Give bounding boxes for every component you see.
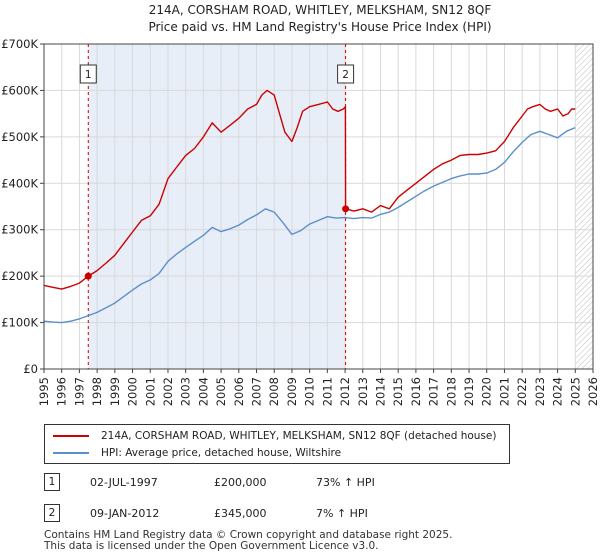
forecast-hatch <box>575 44 593 369</box>
y-tick-label: £100K <box>1 316 38 330</box>
y-tick-label: £700K <box>1 37 38 51</box>
transaction-price: £200,000 <box>214 476 267 489</box>
x-tick-label: 2001 <box>143 377 157 406</box>
price-chart: 214A, CORSHAM ROAD, WHITLEY, MELKSHAM, S… <box>1 3 600 406</box>
x-tick-label: 2002 <box>161 377 175 406</box>
sale-point <box>342 205 350 213</box>
y-tick-label: £600K <box>1 83 38 97</box>
x-tick-label: 2020 <box>480 377 494 406</box>
transaction-row: 1 02-JUL-1997 £200,000 73% ↑ HPI <box>44 473 564 493</box>
x-tick-label: 2014 <box>373 377 387 406</box>
legend-swatch-hpi <box>53 452 89 454</box>
x-tick-label: 2008 <box>267 377 281 406</box>
sale-period-band <box>88 44 346 369</box>
x-tick-label: 2016 <box>409 377 423 406</box>
transaction-row: 2 09-JAN-2012 £345,000 7% ↑ HPI <box>44 504 564 524</box>
x-tick-label: 2022 <box>515 377 529 406</box>
sale-marker-box <box>337 64 355 84</box>
transaction-hpi-change: 73% ↑ HPI <box>316 476 375 489</box>
chart-subtitle: Price paid vs. HM Land Registry's House … <box>148 20 491 34</box>
y-tick-label: £400K <box>1 176 38 190</box>
transaction-price: £345,000 <box>214 507 267 520</box>
legend-swatch-price-paid <box>53 435 89 437</box>
series-line-hpi <box>43 126 576 324</box>
transaction-date: 02-JUL-1997 <box>90 476 158 489</box>
footer-line: Contains HM Land Registry data © Crown c… <box>44 529 453 541</box>
x-tick-label: 2019 <box>462 377 476 406</box>
x-tick-label: 2015 <box>391 377 405 406</box>
legend: 214A, CORSHAM ROAD, WHITLEY, MELKSHAM, S… <box>44 424 510 464</box>
transaction-date: 09-JAN-2012 <box>90 507 160 520</box>
x-tick-label: 2009 <box>285 377 299 406</box>
x-tick-label: 2018 <box>444 377 458 406</box>
series-line-price-paid <box>43 89 576 290</box>
x-tick-label: 2013 <box>356 377 370 406</box>
plot-frame <box>43 43 594 370</box>
x-tick-label: 2012 <box>338 377 352 406</box>
x-tick-label: 2010 <box>303 377 317 406</box>
legend-item-price-paid: 214A, CORSHAM ROAD, WHITLEY, MELKSHAM, S… <box>53 428 496 444</box>
sale-marker-box <box>79 64 97 84</box>
x-tick-label: 2026 <box>586 377 600 406</box>
y-tick-label: £0 <box>23 362 38 376</box>
chart-title: 214A, CORSHAM ROAD, WHITLEY, MELKSHAM, S… <box>149 3 492 17</box>
x-tick-label: 2011 <box>320 377 334 406</box>
footer-line: This data is licensed under the Open Gov… <box>44 540 379 552</box>
x-tick-label: 1997 <box>72 377 86 406</box>
y-tick-label: £200K <box>1 269 38 283</box>
x-tick-label: 2025 <box>568 377 582 406</box>
x-tick-label: 2021 <box>497 377 511 406</box>
sale-point <box>84 272 92 280</box>
y-tick-label: £500K <box>1 130 38 144</box>
x-tick-label: 2017 <box>427 377 441 406</box>
x-tick-label: 1996 <box>55 377 69 406</box>
x-tick-label: 2023 <box>533 377 547 406</box>
transaction-hpi-change: 7% ↑ HPI <box>316 507 368 520</box>
x-tick-label: 2003 <box>179 377 193 406</box>
transaction-number-badge: 2 <box>44 504 60 522</box>
x-tick-label: 1999 <box>108 377 122 406</box>
legend-label-hpi: HPI: Average price, detached house, Wilt… <box>101 447 342 459</box>
y-tick-label: £300K <box>1 223 38 237</box>
x-tick-label: 2005 <box>214 377 228 406</box>
x-tick-label: 2024 <box>551 377 565 406</box>
x-tick-label: 2000 <box>126 377 140 406</box>
transaction-number-badge: 1 <box>44 473 60 491</box>
sale-marker-label: 2 <box>342 69 349 81</box>
legend-item-hpi: HPI: Average price, detached house, Wilt… <box>53 445 341 461</box>
x-tick-label: 2007 <box>250 377 264 406</box>
legend-label-price-paid: 214A, CORSHAM ROAD, WHITLEY, MELKSHAM, S… <box>101 430 497 442</box>
x-tick-label: 1998 <box>90 377 104 406</box>
x-tick-label: 2006 <box>232 377 246 406</box>
x-tick-label: 1995 <box>37 377 51 406</box>
sale-marker-label: 1 <box>85 69 92 81</box>
footer-attribution: Contains HM Land Registry data © Crown c… <box>44 530 584 552</box>
x-tick-label: 2004 <box>196 377 210 406</box>
